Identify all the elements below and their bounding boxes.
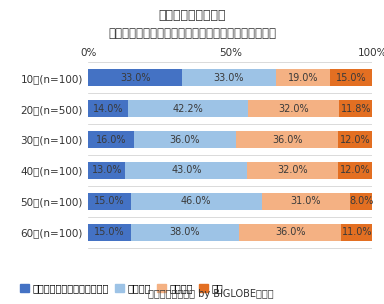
Text: 15.0%: 15.0% — [336, 73, 366, 83]
Bar — [239, 224, 341, 241]
Bar — [338, 131, 372, 148]
Text: 42.2%: 42.2% — [173, 104, 204, 114]
Text: 36.0%: 36.0% — [275, 227, 305, 237]
Text: 36.0%: 36.0% — [170, 135, 200, 145]
Text: 12.0%: 12.0% — [340, 165, 371, 175]
Bar — [247, 162, 338, 179]
Bar — [276, 69, 330, 86]
Bar — [338, 162, 372, 179]
Text: 11.0%: 11.0% — [342, 227, 372, 237]
Text: 13.0%: 13.0% — [91, 165, 122, 175]
Text: 32.0%: 32.0% — [278, 165, 308, 175]
Bar — [88, 224, 131, 241]
Bar — [88, 162, 125, 179]
Text: 33.0%: 33.0% — [120, 73, 151, 83]
Bar — [128, 100, 248, 117]
Bar — [262, 193, 350, 210]
Bar — [134, 131, 236, 148]
Bar — [88, 193, 131, 210]
Bar — [341, 224, 372, 241]
Text: ［地球規模の環境問題への取り組みを重視した社会］: ［地球規模の環境問題への取り組みを重視した社会］ — [108, 27, 276, 40]
Text: 43.0%: 43.0% — [171, 165, 202, 175]
Text: 12.0%: 12.0% — [340, 135, 371, 145]
Legend: 自身が求める方向性に：近い, やや近い, やや遠い, 遠い: 自身が求める方向性に：近い, やや近い, やや遠い, 遠い — [17, 279, 227, 297]
Bar — [339, 100, 372, 117]
Bar — [350, 193, 372, 210]
Bar — [236, 131, 338, 148]
Bar — [330, 69, 372, 86]
Bar — [182, 69, 276, 86]
Text: 14.0%: 14.0% — [93, 104, 124, 114]
Text: 46.0%: 46.0% — [181, 196, 212, 206]
Text: 33.0%: 33.0% — [214, 73, 244, 83]
Text: 31.0%: 31.0% — [290, 196, 321, 206]
Bar — [125, 162, 247, 179]
Bar — [88, 131, 134, 148]
Text: 15.0%: 15.0% — [94, 196, 125, 206]
Bar — [88, 100, 128, 117]
Text: 32.0%: 32.0% — [278, 104, 309, 114]
Bar — [131, 224, 239, 241]
Text: 36.0%: 36.0% — [272, 135, 303, 145]
Text: 38.0%: 38.0% — [170, 227, 200, 237]
Text: 19.0%: 19.0% — [288, 73, 318, 83]
Bar — [131, 193, 262, 210]
Text: 8.0%: 8.0% — [349, 196, 373, 206]
Bar — [88, 69, 182, 86]
Text: 「あしたメディア by BIGLOBE」調べ: 「あしたメディア by BIGLOBE」調べ — [148, 289, 274, 299]
Text: 求める社会の方向性: 求める社会の方向性 — [158, 9, 226, 22]
Text: 15.0%: 15.0% — [94, 227, 125, 237]
Text: 16.0%: 16.0% — [96, 135, 126, 145]
Bar — [248, 100, 339, 117]
Text: 11.8%: 11.8% — [341, 104, 371, 114]
